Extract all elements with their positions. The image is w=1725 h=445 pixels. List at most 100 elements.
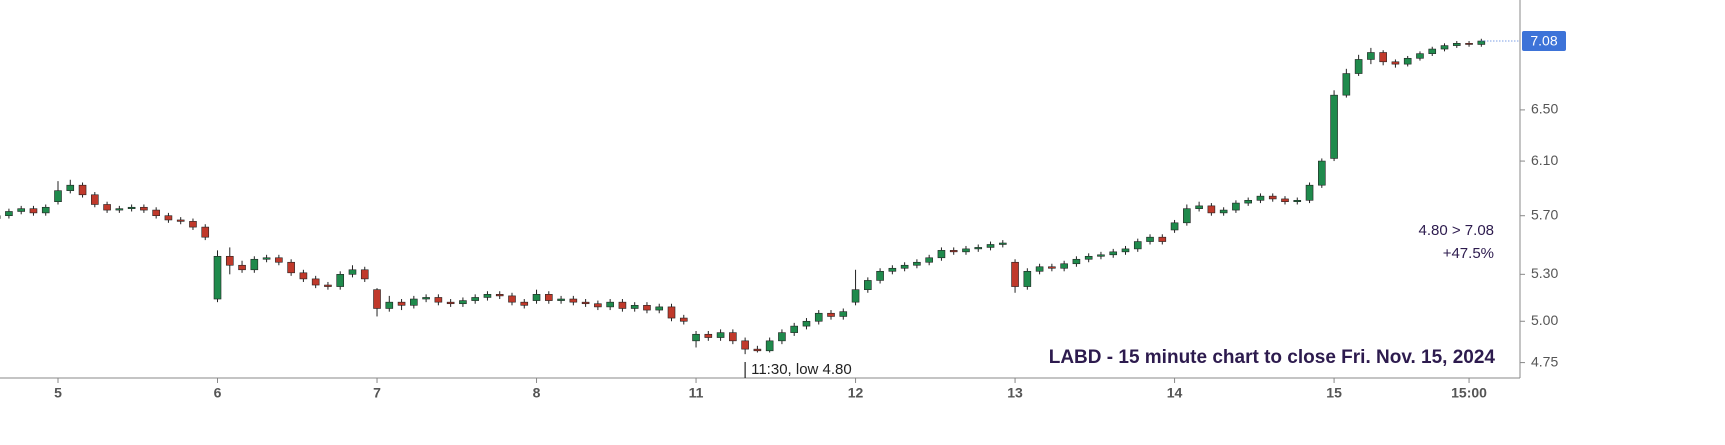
candle-body xyxy=(434,297,443,303)
candle-body xyxy=(1293,200,1302,202)
candle-body xyxy=(1109,251,1118,256)
chart-title: LABD - 15 minute chart to close Fri. Nov… xyxy=(1049,347,1496,368)
candle-body xyxy=(1354,59,1363,74)
candle-body xyxy=(1170,222,1179,231)
candle-body xyxy=(643,305,651,311)
candle-body xyxy=(103,204,111,211)
candle-body xyxy=(729,332,737,342)
candle-body xyxy=(888,267,897,272)
candle-body xyxy=(814,312,823,322)
last-price-box xyxy=(1522,31,1566,52)
candle-body xyxy=(66,184,75,191)
candle-body xyxy=(667,306,676,319)
candle-body xyxy=(581,301,590,305)
candle-body xyxy=(164,215,173,221)
change-note: 4.80 > 7.08 xyxy=(1419,222,1494,239)
candle-body xyxy=(1060,263,1068,269)
candle-body xyxy=(189,221,197,228)
candle-body xyxy=(1048,266,1056,269)
candle-body xyxy=(1097,254,1105,257)
candle-body xyxy=(949,250,958,253)
candle-body xyxy=(851,289,860,303)
candle-body xyxy=(1391,61,1400,65)
candle-body xyxy=(397,301,406,306)
candle-body xyxy=(373,289,381,309)
candle-body xyxy=(741,340,749,350)
candle-body xyxy=(336,274,345,287)
candle-body xyxy=(360,269,369,280)
last-price-label: 7.08 xyxy=(1530,33,1557,49)
candle-body xyxy=(152,209,160,217)
candle-body xyxy=(1011,261,1019,287)
candle-body xyxy=(1403,57,1412,65)
x-tick-label: 8 xyxy=(533,385,541,401)
candle-body xyxy=(704,333,713,338)
candle-body xyxy=(78,184,87,196)
candle-body xyxy=(1146,236,1154,242)
x-tick-label: 14 xyxy=(1167,385,1183,401)
y-tick-label: 6.50 xyxy=(1531,101,1558,117)
candle-body xyxy=(1305,184,1314,201)
x-tick-label: 15 xyxy=(1326,385,1342,401)
candle-body xyxy=(1452,43,1461,46)
y-tick-label: 6.10 xyxy=(1531,152,1558,168)
candle-body xyxy=(900,264,909,269)
candle-body xyxy=(410,298,418,306)
candle-body xyxy=(1477,40,1486,45)
candle-body xyxy=(5,211,13,217)
candle-body xyxy=(913,261,921,266)
x-tick-label: 11 xyxy=(689,385,704,401)
candle-body xyxy=(287,261,295,274)
candle-body xyxy=(508,295,516,303)
candle-body xyxy=(827,312,835,317)
candle-body xyxy=(839,311,848,317)
candle-body xyxy=(1268,195,1277,200)
x-tick-label: 7 xyxy=(373,385,381,401)
candle-body xyxy=(1342,73,1351,96)
x-tick-label: 13 xyxy=(1007,385,1023,401)
candle-body xyxy=(790,325,799,333)
candle-body xyxy=(311,278,320,286)
y-tick-label: 4.75 xyxy=(1531,353,1558,369)
candle-body xyxy=(422,297,430,300)
candle-body xyxy=(1195,205,1203,209)
x-tick-label: 6 xyxy=(214,385,222,401)
candle-body xyxy=(1367,52,1375,60)
candle-body xyxy=(692,333,700,342)
candle-body xyxy=(802,320,811,327)
low-note: 11:30, low 4.80 xyxy=(751,361,852,378)
candle-body xyxy=(495,294,504,297)
candle-body xyxy=(1072,258,1081,265)
candle-body xyxy=(483,294,492,298)
candle-body xyxy=(679,317,688,322)
candle-body xyxy=(1023,270,1032,287)
candle-body xyxy=(262,257,271,260)
candle-body xyxy=(925,257,933,263)
candle-body xyxy=(1158,236,1167,242)
candle-body xyxy=(213,255,222,300)
candle-body xyxy=(17,208,25,212)
candle-body xyxy=(937,250,946,259)
candle-body xyxy=(324,284,332,287)
candle-body xyxy=(1035,266,1044,272)
candle-body xyxy=(778,332,786,342)
candle-body xyxy=(1330,94,1338,159)
candle-body xyxy=(986,244,995,248)
candle-body xyxy=(594,303,602,308)
candle-body xyxy=(974,247,983,250)
candle-body xyxy=(225,255,234,266)
candle-body xyxy=(140,206,148,211)
candle-body xyxy=(998,242,1007,245)
x-tick-label: 12 xyxy=(848,385,864,401)
x-tick-label: 5 xyxy=(54,385,62,401)
candle-body xyxy=(1084,255,1093,260)
candle-body xyxy=(544,294,553,301)
y-tick-label: 5.70 xyxy=(1531,206,1558,222)
candle-body xyxy=(1256,195,1265,201)
candle-body xyxy=(348,269,357,275)
candle-body xyxy=(1121,248,1130,253)
candle-body xyxy=(1183,208,1191,224)
pct-note: +47.5% xyxy=(1443,245,1494,262)
